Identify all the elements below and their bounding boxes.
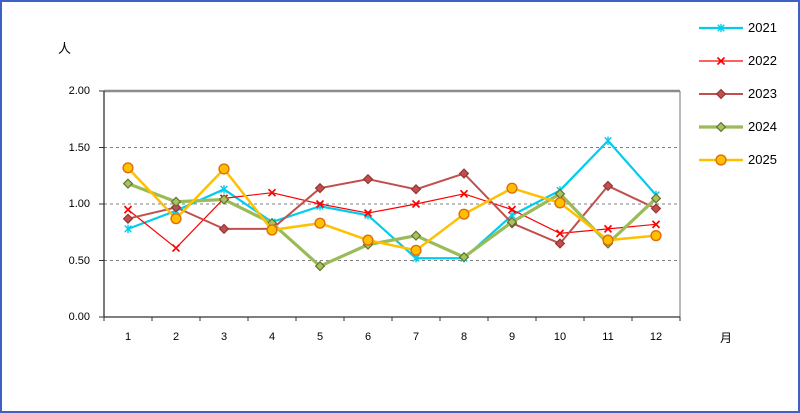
data-point-marker-diamond: [650, 193, 662, 204]
legend-item-2025[interactable]: 2025: [698, 143, 798, 176]
data-point-marker-diamond: [122, 213, 134, 224]
legend-label-2025: 2025: [748, 152, 777, 167]
legend-swatch-2024: [699, 121, 743, 132]
legend-label-2022: 2022: [748, 53, 777, 68]
series-line-2021: [127, 139, 657, 260]
data-point-marker-star: [717, 23, 725, 32]
legend-item-2024[interactable]: 2024: [698, 110, 798, 143]
data-point-marker-star: [124, 224, 132, 234]
data-point-marker-circle: [314, 217, 326, 229]
data-point-marker-x: [603, 224, 613, 233]
legend-item-2022[interactable]: 2022: [698, 44, 798, 77]
x-tick-label-6: 6: [364, 331, 372, 343]
series-2024: [122, 178, 662, 272]
data-point-marker-star: [604, 136, 612, 145]
data-point-marker-x: [171, 243, 181, 253]
y-tick-label-2.00: 2.00: [68, 85, 90, 97]
series-line-2023: [127, 172, 657, 245]
data-point-marker-diamond: [170, 196, 182, 207]
y-tick-label-1.00: 1.00: [68, 198, 90, 210]
data-point-marker-circle: [715, 153, 727, 166]
legend-swatch-2023: [699, 88, 743, 99]
data-point-marker-circle: [554, 197, 566, 209]
data-point-marker-diamond: [314, 182, 326, 194]
legend-label-2024: 2024: [748, 119, 777, 134]
data-point-marker-diamond: [410, 184, 422, 195]
data-point-marker-circle: [266, 224, 278, 236]
x-tick-label-8: 8: [460, 331, 468, 343]
y-axis-title: 人: [58, 41, 72, 56]
data-point-marker-diamond: [715, 121, 727, 132]
data-point-marker-x: [123, 205, 133, 214]
data-point-marker-diamond: [602, 180, 614, 192]
legend-item-2023[interactable]: 2023: [698, 77, 798, 110]
data-point-marker-diamond: [218, 223, 230, 235]
data-point-marker-circle: [506, 182, 518, 194]
data-point-marker-x: [651, 220, 661, 229]
x-tick-label-12: 12: [649, 331, 663, 343]
data-point-marker-diamond: [122, 178, 134, 189]
legend-label-2023: 2023: [748, 86, 777, 101]
x-tick-label-5: 5: [316, 331, 324, 343]
data-point-marker-circle: [122, 162, 134, 174]
data-point-marker-circle: [218, 163, 230, 175]
data-point-marker-circle: [410, 244, 422, 256]
data-point-marker-x: [363, 208, 373, 218]
x-tick-label-7: 7: [412, 331, 420, 343]
data-point-marker-diamond: [314, 260, 326, 272]
data-point-marker-diamond: [458, 168, 470, 179]
data-point-marker-diamond: [554, 238, 566, 249]
x-tick-label-2: 2: [172, 331, 180, 343]
x-tick-label-9: 9: [508, 331, 516, 343]
data-point-marker-x: [315, 199, 325, 209]
data-point-marker-circle: [650, 230, 662, 242]
legend-label-2021: 2021: [748, 20, 777, 35]
legend-swatch-2025: [699, 153, 743, 166]
data-point-marker-circle: [458, 208, 470, 220]
data-point-marker-diamond: [650, 203, 662, 214]
data-point-marker-x: [716, 56, 726, 65]
y-tick-label-0.00: 0.00: [68, 311, 90, 323]
data-point-marker-diamond: [170, 202, 182, 213]
data-point-marker-circle: [602, 234, 614, 246]
data-point-marker-x: [267, 188, 277, 197]
data-point-marker-diamond: [458, 251, 470, 263]
x-tick-label-11: 11: [602, 331, 614, 343]
data-point-marker-circle: [170, 213, 182, 225]
x-tick-label-10: 10: [553, 331, 567, 343]
data-point-marker-x: [507, 205, 517, 214]
data-point-marker-diamond: [362, 173, 374, 185]
data-point-marker-diamond: [715, 88, 727, 99]
series-line-2025: [127, 166, 657, 252]
x-tick-label-4: 4: [268, 331, 276, 343]
data-point-marker-diamond: [410, 230, 422, 241]
legend-swatch-2021: [699, 23, 743, 32]
data-point-marker-diamond: [218, 194, 230, 205]
data-point-marker-x: [411, 199, 421, 209]
data-point-marker-x: [459, 189, 469, 198]
chart-legend: 2021 2022 2023 2024 2025: [698, 11, 798, 176]
series-2025: [122, 162, 662, 256]
x-axis-title: 月: [719, 331, 732, 345]
data-point-marker-circle: [362, 234, 374, 246]
data-point-marker-star: [220, 185, 228, 194]
series-line-2024: [127, 182, 658, 269]
y-tick-label-1.50: 1.50: [68, 141, 90, 154]
legend-item-2021[interactable]: 2021: [698, 11, 798, 44]
legend-swatch-2022: [699, 56, 743, 65]
x-tick-label-3: 3: [220, 331, 228, 343]
data-point-marker-x: [555, 229, 565, 238]
data-point-marker-diamond: [506, 216, 518, 228]
y-tick-label-0.50: 0.50: [68, 254, 90, 267]
x-tick-label-1: 1: [124, 331, 132, 343]
